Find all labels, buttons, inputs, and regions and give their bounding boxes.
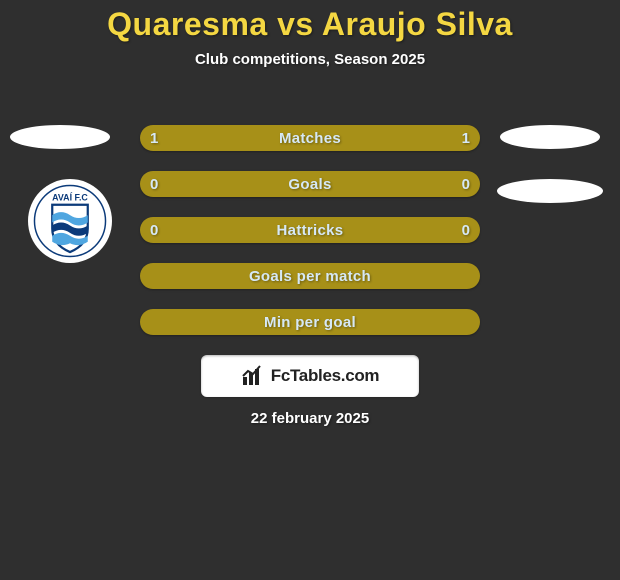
player-placeholder-oval (497, 179, 603, 203)
stat-value-left: 0 (150, 176, 158, 193)
stat-bar: 0 Hattricks 0 (140, 217, 480, 243)
stat-label: Matches (279, 130, 341, 147)
stat-label: Min per goal (264, 314, 356, 331)
stat-label: Hattricks (277, 222, 344, 239)
stat-value-right: 0 (462, 222, 470, 239)
club-crest-icon: AVAÍ F.C (33, 184, 107, 258)
stat-bar: 0 Goals 0 (140, 171, 480, 197)
date-stamp: 22 february 2025 (0, 410, 620, 427)
chart-icon (241, 364, 265, 388)
player-placeholder-oval (500, 125, 600, 149)
stat-bars: 1 Matches 1 0 Goals 0 0 Hattricks 0 Goals per mat… (140, 125, 480, 355)
stat-value-left: 0 (150, 222, 158, 239)
page-subtitle: Club competitions, Season 2025 (0, 51, 620, 68)
stat-bar: Goals per match (140, 263, 480, 289)
svg-text:AVAÍ F.C: AVAÍ F.C (52, 192, 88, 202)
stat-value-right: 1 (462, 130, 470, 147)
club-badge: AVAÍ F.C (28, 179, 112, 263)
stat-label: Goals (288, 176, 331, 193)
stat-bar: Min per goal (140, 309, 480, 335)
player-placeholder-oval (10, 125, 110, 149)
stat-label: Goals per match (249, 268, 371, 285)
watermark-text: FcTables.com (271, 366, 380, 386)
stat-bar: 1 Matches 1 (140, 125, 480, 151)
watermark-plate: FcTables.com (201, 355, 419, 397)
stat-value-left: 1 (150, 130, 158, 147)
stat-value-right: 0 (462, 176, 470, 193)
page-title: Quaresma vs Araujo Silva (0, 0, 620, 43)
comparison-card: Quaresma vs Araujo Silva Club competitio… (0, 0, 620, 580)
